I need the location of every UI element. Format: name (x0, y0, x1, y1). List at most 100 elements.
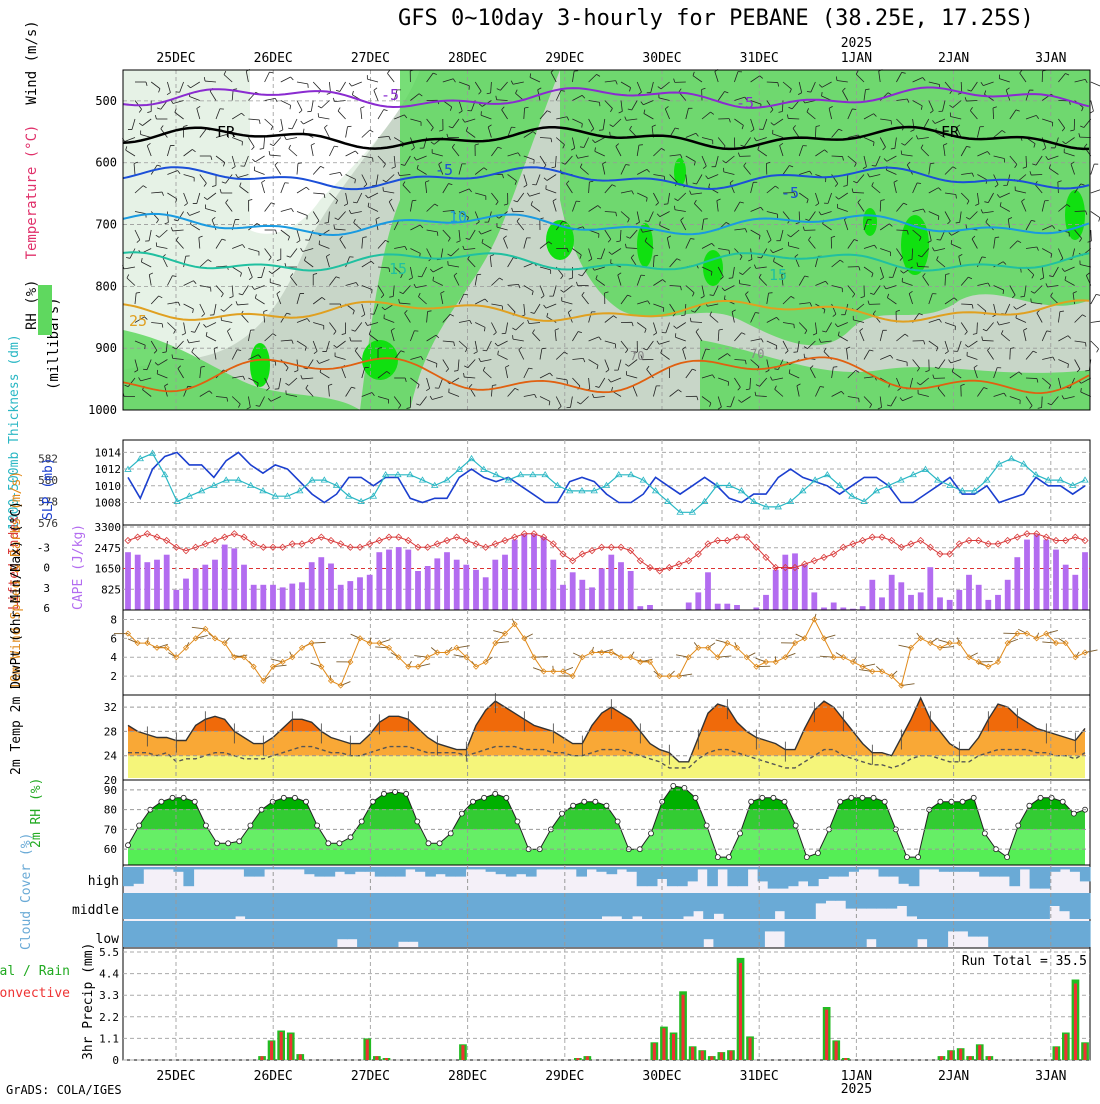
cloud-bar-high (909, 867, 920, 886)
cape-bar (144, 562, 150, 610)
rh-marker (860, 795, 865, 800)
cape-bar (1072, 575, 1078, 610)
cape-bar (889, 575, 895, 610)
precip-bar-convective (835, 1041, 838, 1060)
precip-bar-convective (461, 1045, 464, 1060)
slp-ylabel-right: SLP (mb) (41, 457, 56, 520)
precip-bar-convective (576, 1058, 579, 1060)
cloud-bar-middle (154, 893, 165, 919)
wind-barb-flag (1021, 296, 1025, 297)
cloud-level-label: low (96, 932, 120, 947)
cloud-bar-high (194, 867, 205, 869)
cloud-bar-middle (734, 893, 745, 919)
cloud-bar-middle (958, 893, 969, 919)
cloud-bar-high (838, 867, 849, 877)
cloud-bar-middle (398, 893, 409, 919)
cloud-bar-low (1070, 921, 1081, 947)
rh-marker (315, 823, 320, 828)
cloud-bar-middle (622, 893, 633, 919)
rh-marker (882, 799, 887, 804)
cape-bar (541, 537, 547, 610)
cloud-bar-low (734, 921, 745, 947)
cape-bar (338, 585, 344, 610)
cloud-bar-middle (815, 893, 826, 903)
rh-marker (326, 841, 331, 846)
cloud-bar-low (1060, 921, 1071, 947)
cloud-bar-middle (204, 893, 215, 919)
cloud-bar-middle (724, 893, 735, 919)
wind-barb-flag (930, 163, 934, 164)
year-label-bottom: 2025 (841, 1082, 872, 1097)
isotherm-label: -5 (381, 86, 399, 104)
date-label-bottom: 28DEC (448, 1069, 487, 1084)
cape-bar (357, 577, 363, 610)
cloud-bar-high (627, 867, 638, 872)
isotherm-label: -5 (736, 94, 754, 112)
cloud-bar-low (194, 921, 205, 947)
cloud-bar-high (919, 867, 930, 869)
cloud-bar-middle (215, 893, 226, 919)
cloud-bar-high (274, 867, 285, 869)
cape-bar (135, 555, 141, 610)
pressure-tick-label: 500 (95, 94, 117, 108)
precip-bar-convective (586, 1056, 589, 1060)
cloud-bar-high (183, 867, 194, 886)
cloud-bar-low (876, 921, 887, 947)
cloud-bar-low (255, 921, 266, 947)
cloud-bar-high (476, 867, 487, 869)
cloud-bar-high (637, 867, 648, 886)
rh-marker (615, 819, 620, 824)
rh-marker (181, 795, 186, 800)
cloud-bar-low (266, 921, 277, 947)
cloud-bar-high (697, 867, 708, 869)
cloud-bar-middle (998, 893, 1009, 919)
slp-tick-label: 1012 (95, 463, 122, 476)
cape-bar (299, 582, 305, 610)
cloud-bar-low (673, 921, 684, 947)
cape-ylabel: CAPE (J/kg) (71, 524, 86, 610)
cloud-bar-low (520, 921, 531, 947)
cloud-bar-low (1019, 921, 1030, 947)
cloud-bar-middle (1060, 893, 1071, 911)
cape-bar (947, 600, 953, 610)
cloud-bar-middle (632, 893, 643, 916)
cloud-bar-high (848, 867, 859, 872)
precip-bar-convective (969, 1056, 972, 1060)
cloud-bar-high (899, 867, 910, 884)
cloud-bar-middle (306, 893, 317, 919)
cape-bar (222, 545, 228, 610)
cape-bar (792, 553, 798, 610)
cloud-bar-low (1009, 921, 1020, 947)
cape-bar (463, 565, 469, 610)
cape-bar (396, 547, 402, 610)
isotherm-label: -5 (781, 184, 799, 202)
cloud-bar-middle (968, 893, 979, 919)
cape-bar (434, 558, 440, 610)
cloud-bar-middle (642, 893, 653, 919)
cloud-bar-middle (1029, 893, 1040, 919)
cloud-bar-low (367, 921, 378, 947)
cape-bar (715, 604, 721, 610)
rh-tick-label: 80 (104, 804, 117, 817)
rh-marker (649, 831, 654, 836)
upper-air-legend: RH (%)Temperature (°C)Wind (m/s) (24, 20, 40, 330)
precip-bar-convective (289, 1034, 292, 1060)
precip-bar-convective (739, 963, 742, 1060)
cloud-bar-low (561, 921, 572, 947)
precip-bar-convective (270, 1041, 273, 1060)
slp-tick-label: 1010 (95, 480, 122, 493)
date-label-top: 25DEC (156, 51, 195, 66)
cloud-bar-middle (927, 893, 938, 919)
cloud-bar-low (978, 921, 989, 937)
cloud-bar-middle (713, 893, 724, 914)
precip-bar-convective (662, 1028, 665, 1060)
cloud-bar-high (526, 867, 537, 877)
cloud-bar-middle (439, 893, 450, 919)
credit-text: GrADS: COLA/IGES (6, 1083, 122, 1097)
wind-barb (1091, 230, 1092, 241)
rh-marker (726, 855, 731, 860)
cloud-bar-low (927, 921, 938, 947)
cloud-bar-low (958, 921, 969, 931)
cloud-bar-middle (876, 893, 887, 909)
cloud-bar-high (445, 867, 456, 877)
